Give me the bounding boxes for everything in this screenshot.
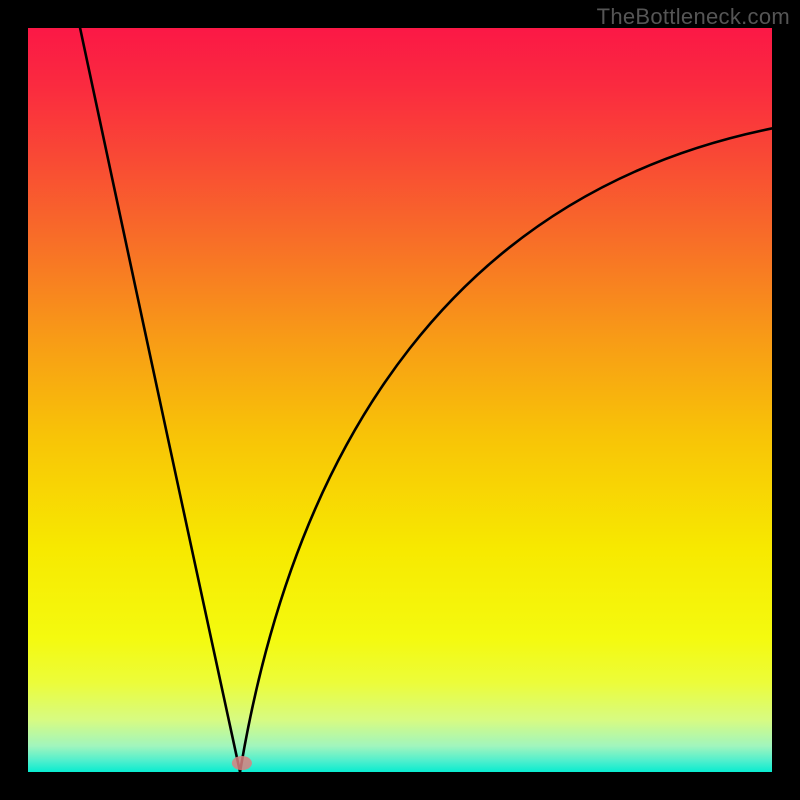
plot-area [28, 28, 772, 772]
minimum-marker [232, 756, 252, 770]
watermark-text: TheBottleneck.com [597, 4, 790, 30]
curve-layer [28, 28, 772, 772]
bottleneck-curve [80, 28, 772, 772]
